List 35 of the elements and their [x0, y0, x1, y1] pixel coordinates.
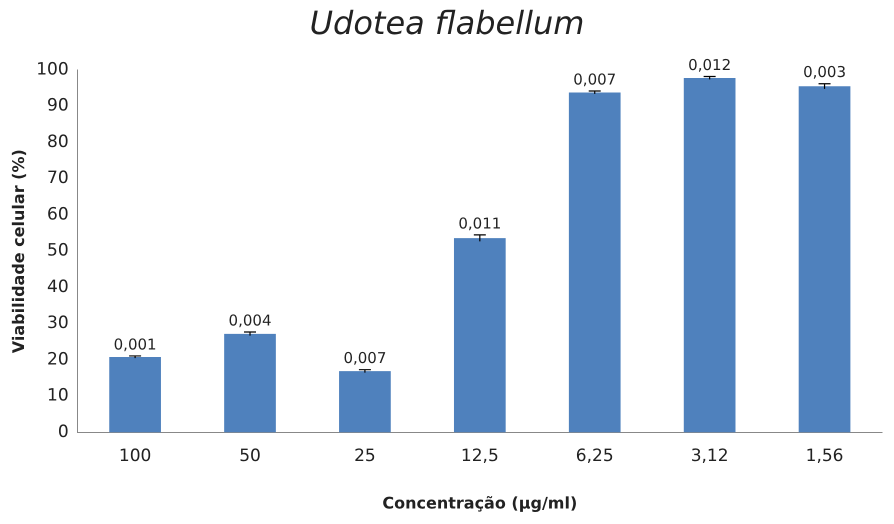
y-tick-label: 40: [47, 276, 69, 297]
annotation: 0,003: [803, 63, 846, 82]
chart-title: Udotea flabellum: [308, 4, 586, 42]
y-tick-label: 30: [47, 313, 69, 334]
y-tick-label: 90: [47, 96, 69, 116]
annotation: 0,007: [343, 349, 386, 368]
y-tick-label: 10: [47, 386, 69, 406]
y-tick-label: 20: [47, 349, 69, 370]
bar: [224, 334, 276, 432]
x-tick-label: 25: [354, 446, 376, 466]
y-axis-title: Viabilidade celular (%): [8, 149, 28, 354]
x-tick-label: 50: [239, 446, 261, 466]
x-tick-label: 100: [118, 446, 152, 466]
annotation: 0,001: [114, 335, 157, 354]
y-tick-label: 60: [47, 204, 69, 224]
x-tick-label: 6,25: [576, 446, 614, 466]
y-tick-label: 100: [36, 59, 69, 80]
bar: [798, 86, 850, 432]
y-tick-label: 70: [47, 168, 69, 188]
x-axis-title: Concentração (µg/ml): [382, 494, 578, 513]
bar: [109, 357, 161, 432]
annotation: 0,004: [228, 311, 272, 330]
bar: [339, 371, 391, 432]
y-tick-label: 0: [58, 422, 69, 442]
bar: [568, 92, 621, 432]
x-tick-label: 12,5: [460, 446, 499, 466]
y-tick-label: 80: [47, 132, 69, 152]
bar: [454, 238, 506, 432]
y-tick-label: 50: [47, 240, 69, 261]
annotation: 0,012: [688, 56, 732, 74]
annotation: 0,007: [573, 70, 616, 88]
x-tick-label: 3,12: [690, 446, 729, 466]
annotation: 0,011: [458, 214, 502, 232]
bar: [684, 78, 736, 432]
x-tick-label: 1,56: [806, 446, 844, 466]
